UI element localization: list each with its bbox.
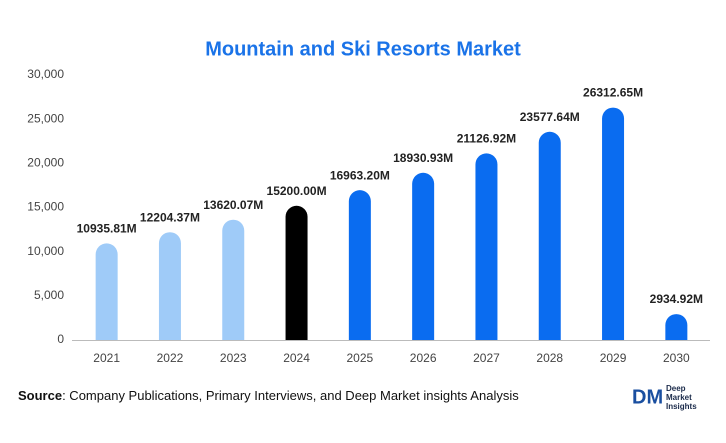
data-label: 26312.65M bbox=[583, 86, 643, 100]
logo-text: Insights bbox=[666, 402, 697, 411]
data-label: 13620.07M bbox=[203, 198, 263, 212]
bar bbox=[158, 232, 181, 340]
x-tick-label: 2023 bbox=[220, 351, 247, 365]
y-tick-label: 30,000 bbox=[27, 67, 64, 81]
x-tick-label: 2026 bbox=[410, 351, 437, 365]
y-tick-label: 20,000 bbox=[27, 156, 64, 170]
bar bbox=[538, 131, 561, 340]
logo-text: Market bbox=[666, 393, 692, 402]
y-tick-label: 10,000 bbox=[27, 244, 64, 258]
chart-title: Mountain and Ski Resorts Market bbox=[205, 38, 521, 60]
x-tick-label: 2025 bbox=[346, 351, 373, 365]
x-tick-label: 2029 bbox=[600, 351, 627, 365]
bar bbox=[412, 172, 435, 340]
x-tick-label: 2028 bbox=[536, 351, 563, 365]
x-tick-label: 2024 bbox=[283, 351, 310, 365]
logo-mark: DM bbox=[632, 386, 663, 408]
y-tick-label: 0 bbox=[57, 332, 64, 346]
x-tick-label: 2027 bbox=[473, 351, 500, 365]
data-label: 18930.93M bbox=[393, 151, 453, 165]
data-label: 12204.37M bbox=[140, 210, 200, 224]
data-label: 23577.64M bbox=[520, 110, 580, 124]
x-tick-label: 2022 bbox=[157, 351, 184, 365]
bar bbox=[285, 205, 308, 340]
x-tick-label: 2030 bbox=[663, 351, 690, 365]
x-tick-label: 2021 bbox=[93, 351, 120, 365]
source-text: : Company Publications, Primary Intervie… bbox=[62, 388, 519, 403]
y-tick-label: 15,000 bbox=[27, 200, 64, 214]
data-label: 2934.92M bbox=[650, 292, 703, 306]
data-label: 16963.20M bbox=[330, 168, 390, 182]
bar bbox=[222, 219, 245, 340]
y-tick-label: 5,000 bbox=[34, 288, 64, 302]
bar bbox=[475, 153, 498, 340]
source: Source: Company Publications, Primary In… bbox=[18, 388, 519, 403]
bar bbox=[348, 190, 371, 340]
source-label: Source bbox=[18, 388, 62, 403]
y-tick-label: 25,000 bbox=[27, 111, 64, 125]
bar bbox=[95, 243, 118, 340]
data-label: 21126.92M bbox=[457, 132, 516, 146]
logo-text: Deep bbox=[666, 384, 686, 393]
data-label: 15200.00M bbox=[267, 184, 327, 198]
data-label: 10935.81M bbox=[77, 222, 137, 236]
bar bbox=[602, 107, 625, 340]
bar bbox=[665, 314, 688, 340]
